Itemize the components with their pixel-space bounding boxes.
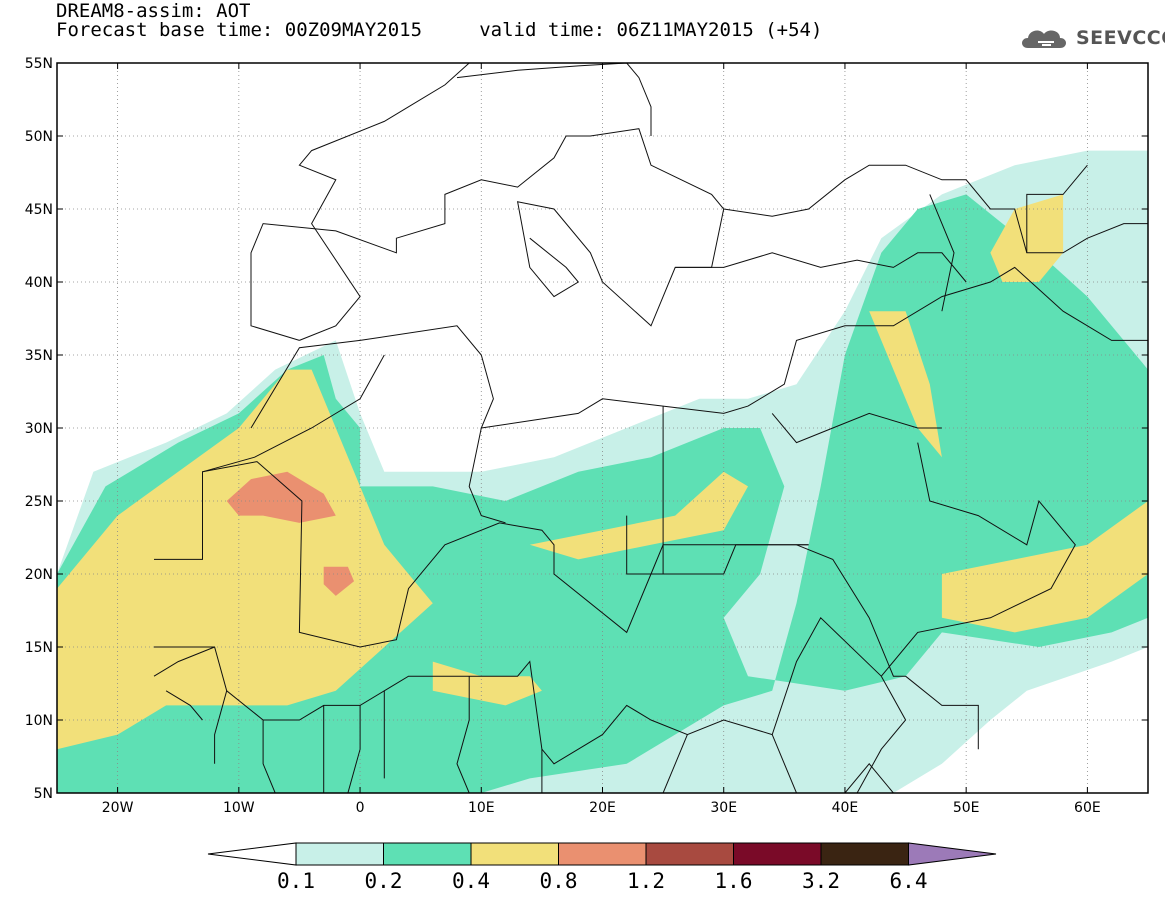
border-line-13 — [675, 252, 967, 283]
colorbar-level-label: 0.2 — [365, 869, 403, 893]
colorbar-boxes — [207, 842, 997, 866]
aot-region-4 — [432, 661, 542, 706]
colorbar-level-label: 1.6 — [715, 869, 753, 893]
aot-region-8 — [226, 471, 336, 523]
map-title: DREAM8-assim: AOT — [56, 0, 251, 22]
aot-region-2 — [57, 369, 433, 793]
x-tick-label: 10E — [468, 800, 495, 816]
border-line-8 — [796, 544, 906, 677]
x-tick-label: 30E — [710, 800, 737, 816]
x-axis-ticks: 20W 10W 0 10E 20E 30E 40E 50E 60E — [102, 63, 1101, 816]
border-line-10 — [250, 128, 725, 341]
border-line-1 — [154, 461, 809, 648]
border-line-11 — [298, 63, 470, 341]
x-tick-label: 0 — [356, 800, 365, 816]
aot-region-3 — [529, 471, 748, 560]
colorbar-labels: 0.1 0.2 0.4 0.8 1.2 1.6 3.2 6.4 — [277, 869, 927, 893]
colorbar-level-label: 0.1 — [277, 869, 315, 893]
colorbar-level-label: 0.4 — [452, 869, 490, 893]
x-tick-label: 20W — [102, 800, 134, 816]
border-line-23 — [262, 720, 276, 793]
border-line-27 — [844, 763, 918, 793]
colorbar-level-label: 0.8 — [540, 869, 578, 893]
aot-region-9 — [323, 566, 354, 596]
x-tick-label: 40E — [832, 800, 859, 816]
border-line-19 — [456, 676, 470, 793]
border-line-14 — [723, 164, 1148, 254]
colorbar-level-label: 6.4 — [890, 869, 928, 893]
colorbar-max-arrow — [908, 842, 997, 866]
y-tick-label: 35N — [25, 348, 53, 364]
border-line-26 — [153, 646, 215, 677]
logo-text: SEEVCCC — [1076, 27, 1165, 49]
colorbar-box — [558, 842, 647, 866]
colorbar-box — [820, 842, 909, 866]
y-tick-label: 10N — [25, 713, 53, 729]
border-line-21 — [347, 705, 361, 793]
colorbar-box — [295, 842, 384, 866]
border-line-30 — [929, 194, 955, 312]
colorbar-box — [383, 842, 472, 866]
y-tick-label: 45N — [25, 202, 53, 218]
border-line-24 — [214, 690, 228, 764]
x-tick-label: 60E — [1074, 800, 1101, 816]
colorbar-box — [733, 842, 822, 866]
border-line-0 — [250, 266, 1148, 429]
aot-region-6 — [941, 501, 1148, 633]
border-line-9 — [880, 442, 1076, 677]
colorbar-level-label: 1.2 — [627, 869, 665, 893]
border-line-2 — [154, 616, 882, 765]
y-tick-label: 55N — [25, 56, 53, 72]
colorbar-level-label: 3.2 — [802, 869, 840, 893]
y-tick-label: 25N — [25, 494, 53, 510]
border-line-12 — [456, 63, 652, 136]
border-line-5 — [202, 354, 385, 473]
y-tick-label: 20N — [25, 567, 53, 583]
border-line-29 — [1026, 164, 1088, 253]
country-borders — [153, 63, 1148, 793]
y-tick-label: 30N — [25, 421, 53, 437]
border-line-16 — [771, 734, 797, 793]
colorbar-min-arrow — [207, 842, 297, 866]
cloud-logo-icon — [1022, 30, 1066, 48]
x-tick-label: 10W — [223, 800, 255, 816]
border-line-17 — [662, 734, 688, 793]
y-tick-label: 5N — [34, 786, 53, 802]
colorbar-box — [645, 842, 734, 866]
border-line-28 — [905, 675, 979, 750]
gridlines — [57, 62, 1148, 794]
border-line-7 — [771, 412, 942, 444]
aot-region-5 — [869, 311, 942, 458]
y-axis-ticks: 5N 10N 15N 20N 25N 30N 35N 40N 45N 50N 55N — [25, 56, 1148, 802]
border-line-15 — [856, 675, 907, 793]
border-line-4 — [468, 427, 506, 524]
x-tick-label: 20E — [589, 800, 616, 816]
y-tick-label: 50N — [25, 129, 53, 145]
y-tick-label: 15N — [25, 640, 53, 656]
forecast-time-line: Forecast base time: 00Z09MAY2015 valid t… — [56, 19, 823, 41]
logo: SEEVCCC — [1018, 22, 1165, 54]
y-tick-label: 40N — [25, 275, 53, 291]
border-line-6 — [626, 515, 809, 575]
colorbar-box — [470, 842, 559, 866]
x-tick-label: 50E — [953, 800, 980, 816]
border-line-25 — [165, 690, 203, 721]
